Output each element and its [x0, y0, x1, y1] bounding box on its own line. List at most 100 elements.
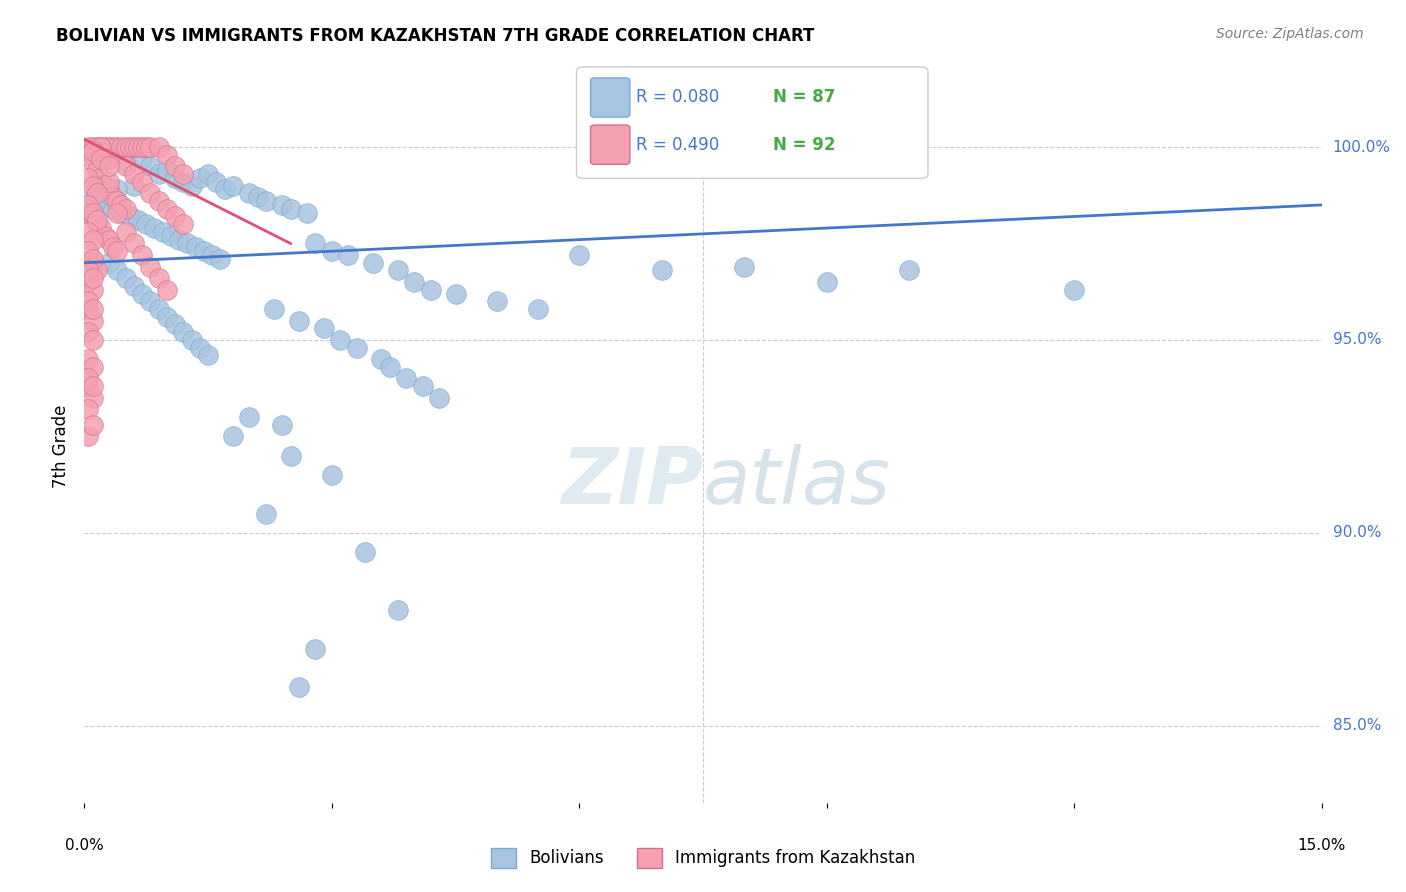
Point [90, 170, 112, 185]
Point [395, 371, 418, 385]
Text: 15.0%: 15.0% [1298, 838, 1346, 853]
Point [156, 283, 179, 297]
Point [205, 175, 228, 189]
Point [167, 233, 190, 247]
Point [98, 159, 121, 173]
Point [105, 194, 128, 208]
Point [98, 256, 121, 270]
Text: BOLIVIAN VS IMMIGRANTS FROM KAZAKHSTAN 7TH GRADE CORRELATION CHART: BOLIVIAN VS IMMIGRANTS FROM KAZAKHSTAN 7… [56, 27, 814, 45]
Point [246, 190, 269, 204]
Text: 90.0%: 90.0% [1333, 525, 1381, 541]
Point [148, 140, 170, 154]
Point [238, 186, 260, 201]
Point [254, 194, 277, 208]
Text: N = 92: N = 92 [773, 136, 835, 153]
Point [412, 379, 434, 393]
Point [98, 148, 121, 162]
Point [77, 205, 100, 219]
Point [118, 210, 141, 224]
Point [127, 213, 149, 227]
Point [156, 202, 179, 216]
Point [527, 301, 550, 316]
Point [114, 271, 136, 285]
Point [898, 263, 921, 277]
Point [165, 159, 187, 173]
Point [131, 248, 153, 262]
Point [238, 410, 260, 425]
Point [815, 275, 838, 289]
Point [165, 210, 187, 224]
Text: 0.0%: 0.0% [65, 838, 104, 853]
Point [222, 178, 245, 193]
Point [288, 313, 311, 327]
Point [77, 301, 100, 316]
Point [82, 252, 104, 266]
Point [378, 359, 401, 374]
Point [143, 221, 166, 235]
Point [197, 348, 219, 362]
Point [329, 333, 352, 347]
Point [651, 263, 673, 277]
Point [82, 333, 104, 347]
Point [165, 318, 187, 332]
Point [304, 641, 326, 656]
Point [165, 170, 187, 185]
Point [77, 352, 100, 367]
Text: 95.0%: 95.0% [1333, 333, 1381, 347]
Point [254, 507, 277, 521]
Point [188, 170, 211, 185]
Point [346, 341, 368, 355]
Point [90, 152, 112, 166]
Point [114, 159, 136, 173]
Point [321, 467, 343, 482]
Point [122, 279, 145, 293]
Point [209, 252, 232, 266]
Point [214, 182, 236, 196]
Point [427, 391, 450, 405]
Point [90, 186, 112, 201]
Point [114, 225, 136, 239]
Point [148, 194, 170, 208]
Point [114, 202, 136, 216]
Point [118, 140, 141, 154]
Point [353, 545, 375, 559]
Point [193, 244, 215, 259]
Point [361, 256, 384, 270]
Text: Source: ZipAtlas.com: Source: ZipAtlas.com [1216, 27, 1364, 41]
Point [156, 310, 179, 324]
Point [172, 167, 194, 181]
Point [122, 236, 145, 251]
Point [148, 301, 170, 316]
Point [86, 194, 108, 208]
Point [135, 140, 157, 154]
Point [82, 178, 104, 193]
Point [82, 155, 104, 169]
Point [86, 263, 108, 277]
Point [337, 248, 360, 262]
Point [114, 155, 136, 169]
Point [139, 260, 162, 274]
Point [82, 256, 104, 270]
Text: N = 87: N = 87 [773, 88, 835, 106]
Point [94, 140, 117, 154]
Point [82, 144, 104, 158]
Point [263, 301, 285, 316]
Point [321, 244, 343, 259]
Point [172, 325, 194, 339]
Point [197, 167, 219, 181]
Point [1063, 283, 1085, 297]
Point [288, 680, 311, 694]
Point [82, 271, 104, 285]
Point [148, 271, 170, 285]
Point [110, 140, 132, 154]
Point [77, 429, 100, 443]
Point [86, 217, 108, 231]
Point [110, 198, 132, 212]
Point [82, 205, 104, 219]
Point [122, 167, 145, 181]
Point [98, 175, 121, 189]
Text: ZIP: ZIP [561, 443, 703, 520]
Point [105, 263, 128, 277]
Point [77, 379, 100, 393]
Point [98, 182, 121, 196]
